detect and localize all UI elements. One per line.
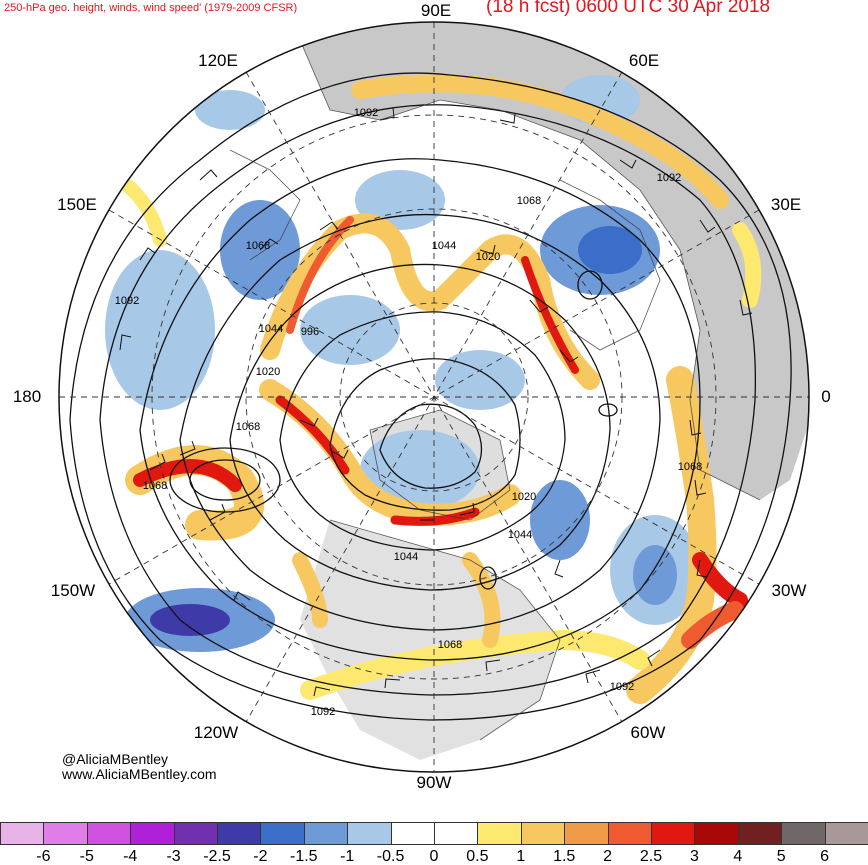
colorbar-tick-label: 0.5 — [466, 848, 489, 865]
longitude-label-180: 180 — [12, 387, 42, 406]
contour-label: 1092 — [657, 172, 681, 184]
colorbar-tick-label: 6 — [820, 848, 830, 865]
contour-label: 1068 — [438, 639, 462, 651]
longitude-label-60e: 60E — [628, 51, 660, 70]
colorbar-tick-label: 5 — [776, 848, 786, 865]
colorbar-swatch — [130, 822, 175, 845]
colorbar-swatch — [217, 822, 262, 845]
contour-label: 1020 — [256, 366, 280, 378]
colorbar: -6 -5 -4 -3 -2.5 -2 -1.5 -1 -0.5 0 0.5 1 1.5 2 2.5 3 4 5 6 — [0, 822, 868, 865]
author-website: www.AliciaMBentley.com — [62, 766, 217, 782]
colorbar-swatch — [173, 822, 218, 845]
contour-label: 1068 — [678, 461, 702, 473]
contour-label: 1092 — [311, 706, 335, 718]
colorbar-swatch — [43, 822, 88, 845]
colorbar-tick-label: -2 — [253, 848, 268, 865]
contour-label: 996 — [301, 326, 319, 338]
figure-subtitle: 250-hPa geo. height, winds, wind speed' … — [4, 2, 298, 14]
longitude-label-90e: 90E — [420, 1, 452, 20]
wind-barbs — [119, 107, 753, 697]
colorbar-swatch — [390, 822, 435, 845]
contour-labels: 1092 1092 1068 1044 1020 1068 1092 1044 … — [115, 107, 702, 718]
colorbar-swatch — [607, 822, 652, 845]
longitude-label-120e: 120E — [198, 51, 238, 70]
colorbar-swatch — [347, 822, 392, 845]
colorbar-tick-label: 3 — [689, 848, 699, 865]
contour-label: 1068 — [236, 421, 260, 433]
colorbar-tick-label: -1.5 — [290, 848, 318, 865]
colorbar-swatch — [694, 822, 739, 845]
contour-label: 1044 — [432, 240, 456, 252]
colorbar-tick-label: -4 — [123, 848, 138, 865]
contour-label: 1044 — [508, 529, 532, 541]
contour-label: 1020 — [476, 251, 500, 263]
colorbar-swatch — [781, 822, 826, 845]
figure-valid-time: (18 h fcst) 0600 UTC 30 Apr 2018 — [486, 0, 771, 17]
colorbar-tick-label: -1 — [340, 848, 355, 865]
longitude-label-150w: 150W — [50, 581, 96, 600]
colorbar-swatch — [651, 822, 696, 845]
contour-label: 1092 — [354, 107, 378, 119]
contour-label: 1068 — [246, 240, 270, 252]
longitude-label-120w: 120W — [193, 723, 239, 742]
colorbar-swatch — [303, 822, 349, 845]
longitude-label-150e: 150E — [57, 195, 97, 214]
longitude-label-30e: 30E — [770, 195, 802, 214]
contour-label: 1020 — [512, 491, 536, 503]
colorbar-swatch — [434, 822, 479, 845]
colorbar-swatch — [824, 822, 868, 845]
colorbar-swatch — [737, 822, 783, 845]
negative-anomaly-shading — [105, 75, 700, 652]
contour-label: 1068 — [143, 480, 167, 492]
height-contours — [69, 72, 792, 721]
contour-label: 1044 — [259, 323, 283, 335]
colorbar-swatch — [477, 822, 522, 845]
colorbar-swatch — [260, 822, 305, 845]
colorbar-swatch — [520, 822, 566, 845]
colorbar-tick-label: 2 — [603, 848, 613, 865]
contour-label: 1068 — [517, 195, 541, 207]
positive-anomaly-shading — [113, 74, 762, 704]
polar-stereographic-map: 1092 1092 1068 1044 1020 1068 1092 1044 … — [58, 21, 810, 773]
colorbar-swatch — [564, 822, 609, 845]
colorbar-tick-label: 4 — [733, 848, 743, 865]
longitude-label-30w: 30W — [771, 581, 807, 600]
colorbar-tick-label: -3 — [166, 848, 181, 865]
graticule — [59, 22, 809, 772]
longitude-label-0: 0 — [821, 387, 831, 406]
colorbar-swatch — [0, 822, 45, 845]
colorbar-swatch — [86, 822, 132, 845]
contour-label: 1044 — [394, 551, 418, 563]
contour-label: 1092 — [115, 295, 139, 307]
coastlines — [229, 39, 761, 741]
colorbar-tick-label: 2.5 — [639, 848, 663, 865]
colorbar-tick-label: -2.5 — [203, 848, 231, 865]
colorbar-tick-label: 1 — [516, 848, 526, 865]
longitude-label-90w: 90W — [416, 773, 452, 792]
colorbar-tick-label: 1.5 — [553, 848, 576, 865]
colorbar-tick-label: -6 — [36, 848, 51, 865]
map-boundary — [58, 21, 810, 773]
contour-label: 1092 — [610, 681, 634, 693]
author-handle: @AliciaMBentley — [62, 751, 169, 767]
colorbar-tick-label: -0.5 — [376, 848, 405, 865]
colorbar-tick-label: 0 — [429, 848, 439, 865]
colorbar-tick-label: -5 — [79, 848, 94, 865]
longitude-label-60w: 60W — [630, 723, 666, 742]
